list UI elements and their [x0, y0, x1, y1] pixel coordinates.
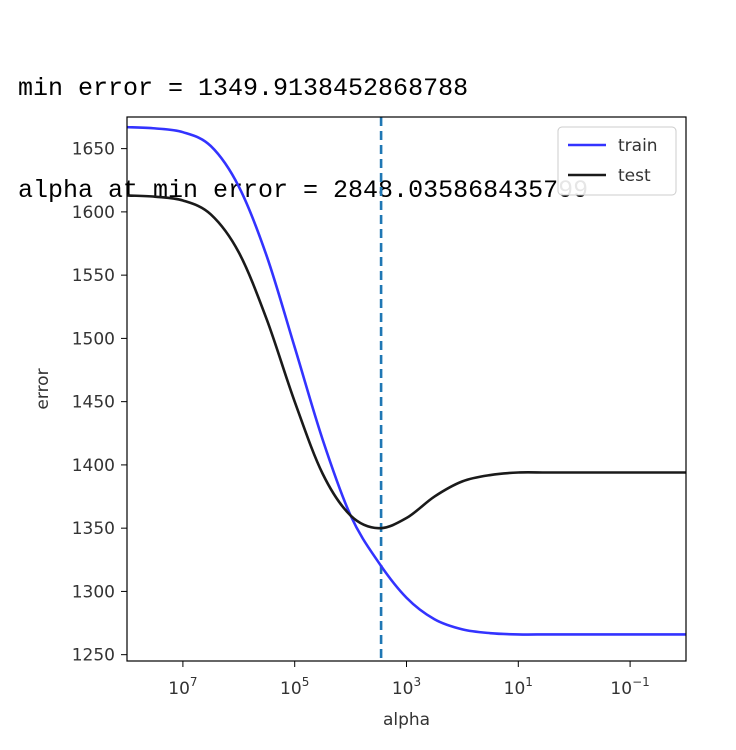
y-tick-label: 1400 — [72, 456, 115, 476]
y-tick-label: 1500 — [72, 329, 115, 349]
output-text: min error = 1349.9138452868788 alpha at … — [18, 4, 588, 242]
y-tick-label: 1550 — [72, 266, 115, 286]
y-tick-label: 1250 — [72, 646, 115, 666]
y-tick-label: 1300 — [72, 582, 115, 602]
x-tick-label: 103 — [392, 675, 421, 699]
legend: train test — [557, 126, 677, 196]
y-tick-label: 1650 — [72, 140, 115, 160]
series-lines — [126, 125, 686, 636]
series-line-train — [126, 125, 686, 636]
alpha-at-min-error-line: alpha at min error = 2848.035868435799 — [18, 176, 589, 205]
y-tick-label: 1450 — [72, 393, 115, 413]
y-tick-label: 1350 — [72, 519, 115, 539]
legend-label-test: test — [618, 166, 651, 186]
min-error-line: min error = 1349.9138452868788 — [18, 74, 469, 103]
y-axis-label: error — [33, 368, 53, 409]
x-axis-label: alpha — [383, 710, 430, 730]
legend-box — [557, 126, 677, 196]
x-axis-ticks: 107 105 103 101 10−1 — [168, 661, 650, 699]
y-axis-ticks: 1250 1300 1350 1400 1450 1500 1550 1600 1650 — [72, 140, 127, 666]
plot-frame — [126, 116, 687, 662]
series-line-test — [126, 194, 686, 530]
x-tick-label: 107 — [168, 675, 197, 699]
x-tick-label: 10−1 — [610, 675, 649, 699]
legend-label-train: train — [618, 136, 658, 156]
x-tick-label: 105 — [280, 675, 309, 699]
y-tick-label: 1600 — [72, 203, 115, 223]
x-tick-label: 101 — [504, 675, 533, 699]
